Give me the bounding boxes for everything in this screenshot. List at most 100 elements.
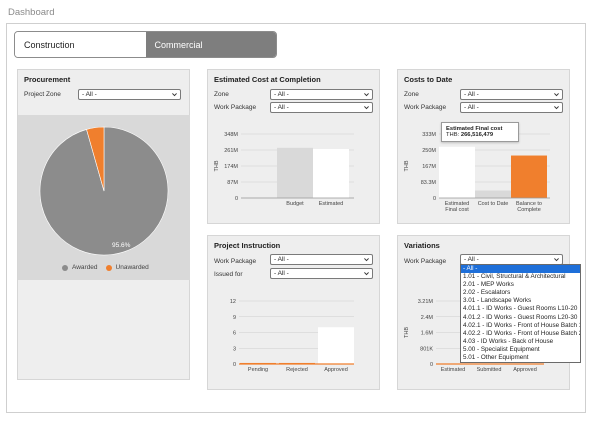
dropdown-option[interactable]: 5.01 - Other Equipment [463, 354, 529, 362]
y-tick-label: 174M [224, 164, 238, 170]
pi-issued-for-label: Issued for [214, 271, 243, 278]
procurement-plot-area: 95.6% [18, 115, 190, 280]
dropdown-option[interactable]: 4.03 - ID Works - Back of House [463, 337, 554, 345]
procurement-pie-chart: 95.6% [39, 126, 169, 256]
ec-zone-select[interactable]: - All - [270, 89, 373, 100]
estimated-final-cost-tooltip: Estimated Final cost THB: 266,516,479 [441, 122, 519, 142]
legend-dot-unawarded [105, 264, 112, 271]
legend-unawarded: Unawarded [115, 264, 149, 271]
y-tick-label: 250M [422, 148, 436, 154]
dropdown-option[interactable]: - All - [461, 265, 580, 274]
costs-to-date-title: Costs to Date [404, 75, 453, 84]
y-tick-label: 0 [433, 196, 436, 202]
ec-work-package-value: - All - [274, 104, 289, 111]
project-zone-select[interactable]: - All - [78, 89, 181, 100]
pi-work-package-value: - All - [274, 256, 289, 263]
x-tick-label: Approved [324, 367, 348, 373]
y-tick-label: 1.6M [421, 331, 434, 337]
tab-commercial[interactable]: Commercial [145, 32, 276, 57]
procurement-panel: Procurement Project Zone - All - 95.6% A… [17, 69, 190, 380]
bar-approved[interactable] [318, 327, 354, 364]
ctd-zone-select[interactable]: - All - [460, 89, 563, 100]
ec-zone-value: - All - [274, 91, 289, 98]
chevron-down-icon [554, 258, 559, 262]
y-tick-label: 348M [224, 132, 238, 138]
x-tick-label: Estimated [319, 201, 343, 207]
dropdown-option[interactable]: 4.02.1 - ID Works - Front of House Batch… [463, 321, 580, 329]
pi-issued-for-select[interactable]: - All - [270, 268, 373, 279]
y-tick-label: 83.3M [421, 180, 437, 186]
chevron-down-icon [364, 106, 369, 110]
y-tick-label: 0 [235, 196, 238, 202]
estimated-cost-title: Estimated Cost at Completion [214, 75, 321, 84]
x-tick-label: Budget [286, 201, 304, 207]
pi-work-package-select[interactable]: - All - [270, 254, 373, 265]
procurement-title: Procurement [24, 75, 71, 84]
pie-slice-unawarded[interactable] [86, 126, 105, 192]
project-zone-label: Project Zone [24, 91, 61, 98]
chevron-down-icon [554, 106, 559, 110]
x-tick-label: Final cost [445, 207, 469, 213]
chevron-down-icon [554, 93, 559, 97]
variations-title: Variations [404, 241, 440, 250]
dropdown-option[interactable]: 4.01.1 - ID Works - Guest Rooms L10-20 [463, 305, 578, 313]
x-tick-label: Estimated [445, 201, 469, 207]
x-tick-label: Approved [513, 367, 537, 373]
x-tick-label: Balance to [516, 201, 542, 207]
tab-bar: Construction Commercial [14, 31, 277, 58]
y-tick-label: 167M [422, 164, 436, 170]
y-tick-label: 333M [422, 132, 436, 138]
dropdown-option[interactable]: 4.01.2 - ID Works - Guest Rooms L20-30 [463, 313, 578, 321]
y-tick-label: 261M [224, 148, 238, 154]
y-tick-label: 12 [230, 299, 236, 305]
ctd-work-package-label: Work Package [404, 104, 447, 111]
chevron-down-icon [364, 258, 369, 262]
estimated-cost-panel: Estimated Cost at Completion Zone - All … [207, 69, 380, 224]
y-tick-label: 2.4M [421, 315, 434, 321]
var-work-package-label: Work Package [404, 258, 447, 265]
y-tick-label: 3 [233, 346, 236, 352]
pi-issued-for-value: - All - [274, 270, 289, 277]
x-tick-label: Rejected [286, 367, 308, 373]
x-tick-label: Cost to Date [478, 201, 509, 207]
y-axis-label: THB [404, 327, 410, 338]
ctd-work-package-select[interactable]: - All - [460, 102, 563, 113]
ec-zone-label: Zone [214, 91, 229, 98]
chevron-down-icon [364, 272, 369, 276]
bar-estimated[interactable] [313, 148, 349, 198]
tooltip-title: Estimated Final cost [446, 126, 503, 132]
y-axis-label: THB [214, 160, 220, 171]
pie-data-label: 95.6% [112, 242, 131, 249]
ctd-zone-value: - All - [464, 91, 479, 98]
dropdown-option[interactable]: 5.00 - Specialist Equipment [463, 345, 540, 353]
dropdown-option[interactable]: 3.01 - Landscape Works [463, 297, 532, 305]
dropdown-option[interactable]: 1.01 - Civil, Structural & Architectural [463, 273, 566, 281]
dropdown-option[interactable]: 4.02.2 - ID Works - Front of House Batch… [463, 329, 580, 337]
y-tick-label: 801K [420, 346, 433, 352]
ec-work-package-select[interactable]: - All - [270, 102, 373, 113]
project-instruction-title: Project Instruction [214, 241, 281, 250]
bar-balance-to-complete[interactable] [511, 155, 547, 198]
tooltip-currency: THB: [446, 132, 460, 138]
pi-work-package-label: Work Package [214, 258, 257, 265]
x-tick-label: Complete [517, 207, 541, 213]
y-tick-label: 0 [233, 362, 236, 368]
costs-to-date-panel: Costs to Date Zone - All - Work Package … [397, 69, 570, 224]
tab-construction[interactable]: Construction [15, 32, 146, 57]
y-tick-label: 9 [233, 315, 236, 321]
dropdown-option[interactable]: 2.02 - Escalators [463, 289, 511, 297]
bar-estimated-final-cost[interactable] [439, 146, 475, 198]
y-tick-label: 0 [430, 362, 433, 368]
estimated-cost-chart: 0 87M 174M 261M 348M THB Budget Estimated [214, 132, 354, 207]
bar-cost-to-date[interactable] [475, 190, 511, 198]
dropdown-option[interactable]: 2.01 - MEP Works [463, 281, 514, 289]
page-title: Dashboard [8, 7, 55, 18]
bar-budget[interactable] [277, 147, 313, 198]
x-tick-label: Pending [248, 367, 268, 373]
legend-awarded: Awarded [72, 264, 98, 271]
legend-dot-awarded [62, 264, 68, 271]
y-tick-label: 6 [233, 331, 236, 337]
y-tick-label: 3.21M [418, 299, 434, 305]
x-tick-label: Estimated [441, 367, 465, 373]
